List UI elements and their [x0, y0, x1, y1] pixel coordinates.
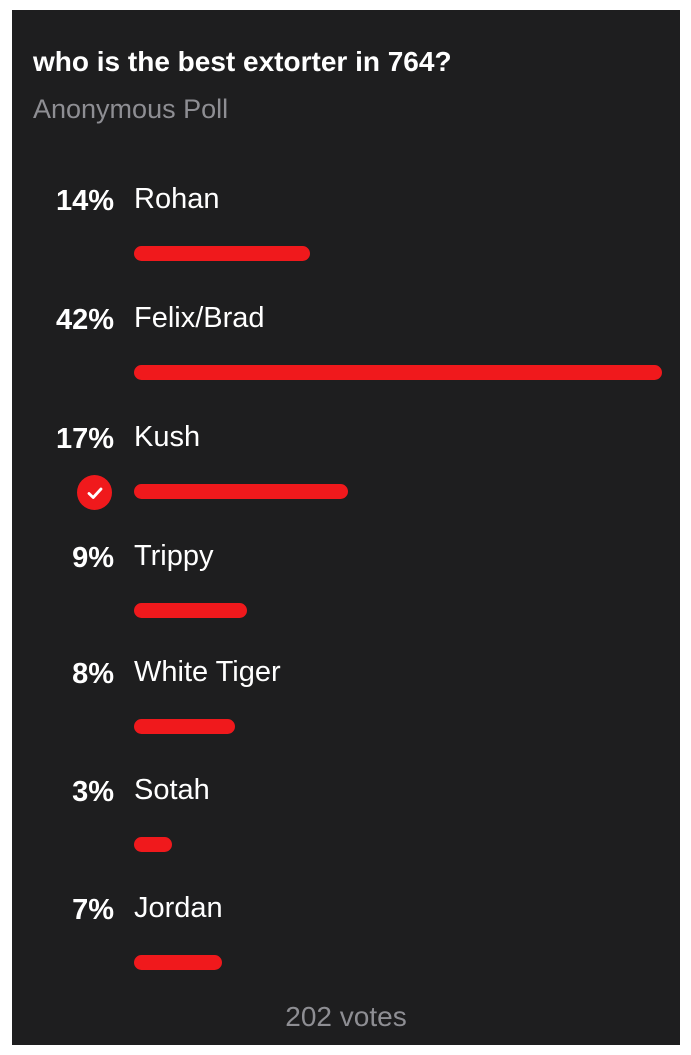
poll-option-felix-brad[interactable]: 42% Felix/Brad	[12, 302, 680, 414]
option-label: Rohan	[134, 183, 220, 215]
option-percent: 8%	[72, 658, 114, 690]
option-label: Sotah	[134, 774, 210, 806]
option-label: White Tiger	[134, 656, 281, 688]
option-percent: 14%	[55, 185, 114, 217]
option-percent: 17%	[55, 423, 114, 455]
poll-option-kush[interactable]: 17% Kush	[12, 421, 680, 533]
option-label: Jordan	[134, 892, 223, 924]
poll-card: who is the best extorter in 764? Anonymo…	[12, 10, 680, 1045]
poll-type-label: Anonymous Poll	[33, 94, 229, 124]
option-result-bar	[134, 484, 348, 499]
vote-count: 202 votes	[285, 1001, 407, 1032]
option-percent: 42%	[55, 304, 114, 336]
poll-option-rohan[interactable]: 14% Rohan	[12, 183, 680, 295]
poll-option-sotah[interactable]: 3% Sotah	[12, 774, 680, 886]
poll-option-trippy[interactable]: 9% Trippy	[12, 540, 680, 652]
option-label: Kush	[134, 421, 201, 453]
option-label: Trippy	[134, 540, 214, 572]
option-result-bar	[134, 719, 235, 734]
option-result-bar	[134, 246, 310, 261]
poll-option-jordan[interactable]: 7% Jordan	[12, 892, 680, 1004]
option-label: Felix/Brad	[134, 302, 265, 334]
option-result-bar	[134, 365, 662, 380]
checkmark-icon	[77, 475, 112, 510]
option-percent: 9%	[72, 542, 114, 574]
option-result-bar	[134, 837, 172, 852]
option-percent: 7%	[72, 894, 114, 926]
poll-option-white-tiger[interactable]: 8% White Tiger	[12, 656, 680, 768]
option-result-bar	[134, 603, 247, 618]
poll-question: who is the best extorter in 764?	[33, 46, 452, 77]
option-result-bar	[134, 955, 222, 970]
option-percent: 3%	[72, 776, 114, 808]
